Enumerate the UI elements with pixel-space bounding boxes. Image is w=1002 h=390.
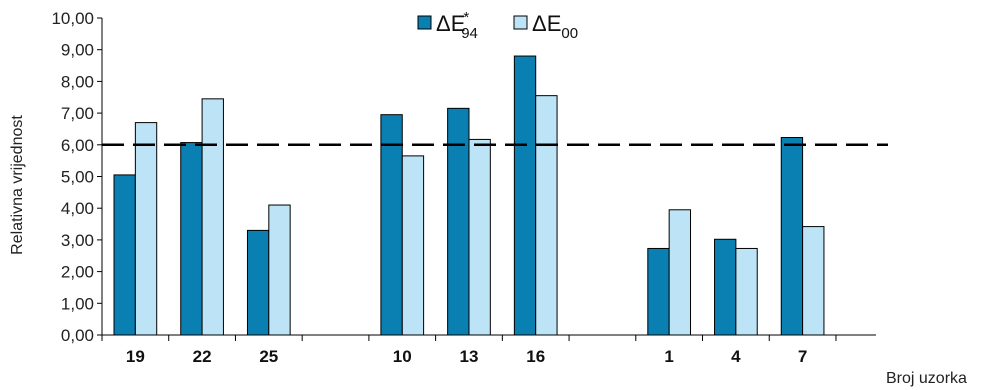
x-tick-label: 19	[126, 347, 145, 366]
bar-de00-16	[535, 95, 558, 336]
x-tick-label: 25	[259, 347, 278, 366]
y-tick-label: 9,00	[61, 41, 94, 60]
bar-de94-1	[647, 247, 670, 336]
x-tick-label: 10	[393, 347, 412, 366]
bar-de00-13	[468, 138, 491, 336]
y-tick-label: 6,00	[61, 136, 94, 155]
y-axis-label: Relativna vrijednost	[9, 115, 26, 255]
y-tick-label: 7,00	[61, 104, 94, 123]
x-tick-label: 13	[460, 347, 479, 366]
bar-de00-10	[401, 155, 425, 336]
bar-de94-25	[246, 229, 270, 336]
y-tick-label: 8,00	[61, 72, 94, 91]
bar-de00-1	[668, 209, 692, 336]
axes-layer: 0,00 1,00 2,00 3,00 4,00 5,00 6,00 7,00 8,00 9,00…	[51, 9, 876, 366]
y-tick-label: 1,00	[61, 294, 94, 313]
bar-de00-25	[268, 204, 291, 336]
x-tick-label: 7	[798, 347, 807, 366]
bars-layer	[113, 55, 825, 336]
legend-label-de00: ΔE00	[532, 11, 578, 42]
x-tick-label: 4	[731, 347, 741, 366]
x-tick-label: 16	[526, 347, 545, 366]
bar-de94-13	[447, 107, 470, 336]
y-tick-label: 0,00	[61, 326, 94, 345]
bar-de94-7	[780, 137, 804, 336]
legend-swatch-de00	[513, 15, 528, 30]
bar-de94-16	[513, 55, 537, 336]
y-tick-label: 10,00	[51, 9, 94, 28]
bar-de94-22	[180, 142, 203, 336]
bar-de00-19	[134, 122, 158, 336]
y-tick-label: 5,00	[61, 168, 94, 187]
legend-swatch-de94	[417, 15, 432, 30]
y-tick-label: 2,00	[61, 263, 94, 282]
bar-de94-19	[113, 174, 136, 336]
bar-de00-22	[201, 98, 224, 336]
bar-de94-10	[380, 114, 403, 336]
x-tick-label: 22	[193, 347, 212, 366]
x-axis-label: Broj uzorka	[886, 370, 967, 387]
legend: ΔE* 94 ΔE00	[417, 9, 578, 42]
x-tick-label: 1	[664, 347, 673, 366]
bar-de00-7	[802, 226, 825, 336]
y-tick-label: 4,00	[61, 199, 94, 218]
bar-de00-4	[735, 247, 758, 336]
legend-label-de94: ΔE* 94	[436, 9, 478, 42]
y-tick-label: 3,00	[61, 231, 94, 250]
bar-de94-4	[714, 238, 737, 336]
